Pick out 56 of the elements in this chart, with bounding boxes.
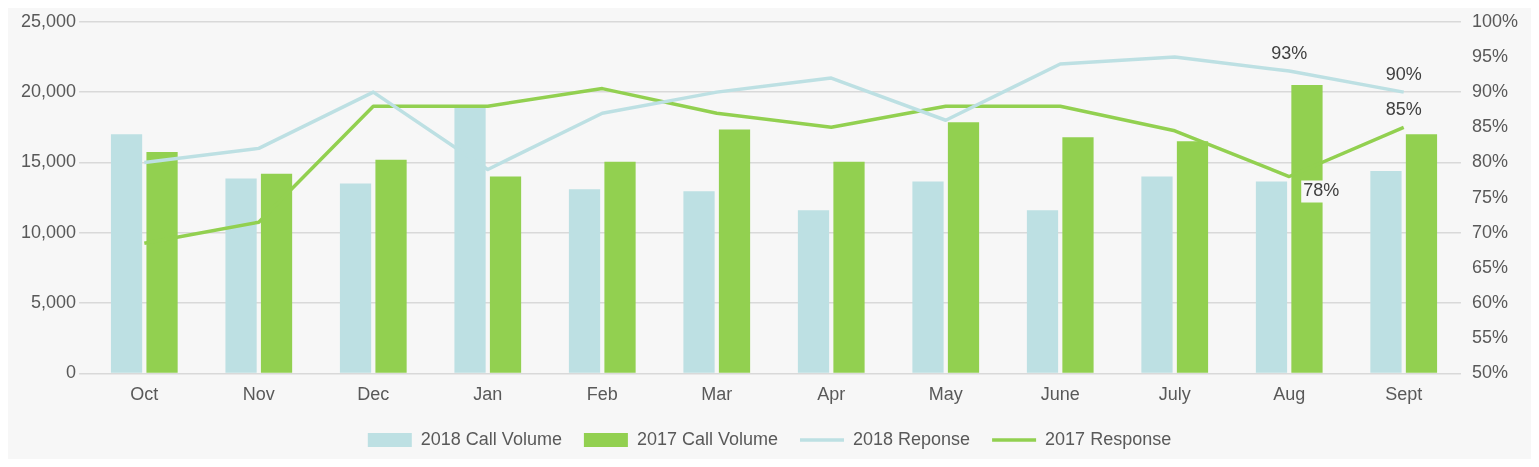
legend-label: 2018 Reponse <box>852 428 971 449</box>
data-label: 90% <box>1385 64 1422 85</box>
y-tick-label: 20,000 <box>20 81 77 102</box>
y2-tick-label: 60% <box>1471 292 1508 313</box>
bar <box>489 176 522 373</box>
y2-tick-label: 70% <box>1471 221 1508 242</box>
bar <box>1141 176 1173 373</box>
y2-tick-label: 50% <box>1471 362 1508 383</box>
x-tick-label: Mar <box>701 384 733 405</box>
bar <box>912 181 944 373</box>
x-tick-label: July <box>1158 384 1191 405</box>
data-label: 85% <box>1385 99 1422 120</box>
x-tick-label: June <box>1040 384 1080 405</box>
bar <box>1062 137 1094 373</box>
legend-label: 2018 Call Volume <box>420 428 562 449</box>
data-label: 78% <box>1303 180 1340 201</box>
y2-tick-label: 65% <box>1471 256 1508 277</box>
bar <box>718 129 751 373</box>
x-tick-label: Aug <box>1273 384 1306 405</box>
y2-tick-label: 85% <box>1471 116 1508 137</box>
x-tick-label: Dec <box>357 384 390 405</box>
x-tick-label: Jan <box>473 384 503 405</box>
legend-label: 2017 Call Volume <box>636 428 778 449</box>
bar <box>568 189 601 373</box>
y2-tick-label: 90% <box>1471 81 1508 102</box>
x-tick-label: Feb <box>586 384 618 405</box>
y-tick-label: 25,000 <box>20 10 77 31</box>
legend-label: 2017 Response <box>1045 428 1172 449</box>
x-tick-label: Apr <box>817 384 846 405</box>
bar <box>375 159 407 373</box>
bar <box>604 161 636 373</box>
data-label: 93% <box>1271 42 1308 63</box>
bar <box>797 210 830 373</box>
x-tick-label: May <box>928 384 963 405</box>
bar <box>110 134 143 373</box>
y-tick-label: 0 <box>66 362 77 383</box>
y2-tick-label: 95% <box>1471 45 1508 66</box>
bar <box>339 183 372 373</box>
y-tick-label: 15,000 <box>20 151 77 172</box>
x-tick-label: Nov <box>242 384 275 405</box>
bar <box>833 161 865 373</box>
bar <box>947 122 980 373</box>
bar <box>1370 170 1402 373</box>
y2-tick-label: 75% <box>1471 186 1508 207</box>
y2-tick-label: 100% <box>1471 10 1519 31</box>
bar <box>225 178 257 373</box>
y-tick-label: 5,000 <box>31 292 77 313</box>
x-tick-label: Oct <box>130 384 159 405</box>
bar <box>1405 134 1438 373</box>
y2-tick-label: 80% <box>1471 151 1508 172</box>
x-tick-label: Sept <box>1385 384 1423 405</box>
bar <box>1026 210 1059 373</box>
bar <box>1255 181 1288 373</box>
y-tick-label: 10,000 <box>20 221 77 242</box>
y2-tick-label: 55% <box>1471 327 1508 348</box>
bar <box>683 191 715 373</box>
